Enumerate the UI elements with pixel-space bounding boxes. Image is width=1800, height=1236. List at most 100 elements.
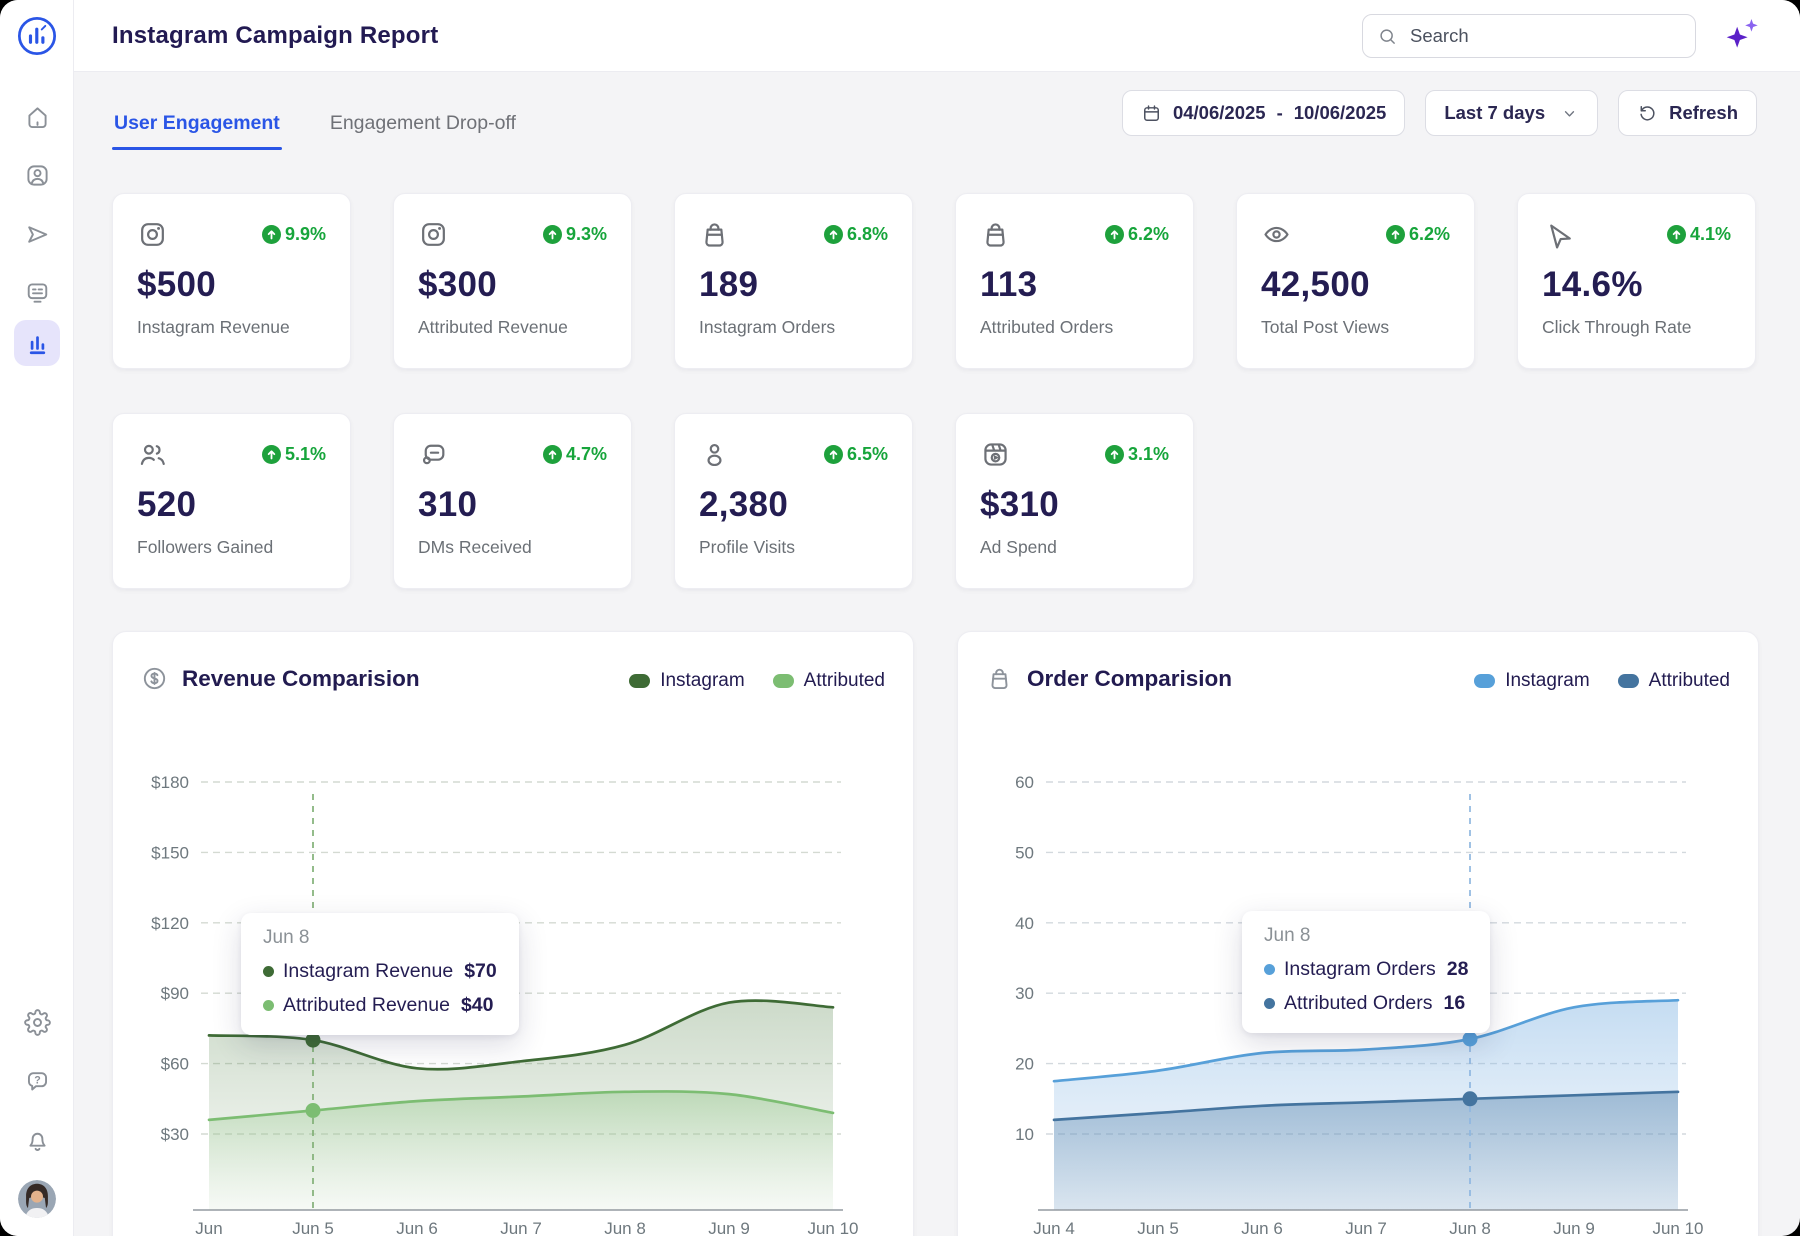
- analytics-logo-icon: [16, 15, 58, 57]
- kpi-card-top: 6.2%: [1261, 219, 1450, 250]
- trend-value: 3.1%: [1127, 444, 1169, 464]
- trend-value: 6.2%: [1127, 224, 1169, 244]
- ai-sparkle-button[interactable]: [1718, 13, 1764, 59]
- sidebar-item-analytics[interactable]: [14, 320, 60, 366]
- trend-up-icon: [1385, 225, 1405, 244]
- trend-value: 6.8%: [846, 224, 888, 244]
- kpi-label: Followers Gained: [137, 537, 274, 557]
- tooltip-label: Instagram Orders: [1284, 958, 1436, 980]
- kpi-value: $500: [137, 265, 217, 304]
- kpi-card-click-through-rate: 4.1% 14.6% Click Through Rate: [1517, 193, 1756, 369]
- user-avatar[interactable]: [18, 1180, 56, 1218]
- date-range-separator: -: [1276, 102, 1283, 123]
- kpi-card-instagram-revenue: 9.9% $500 Instagram Revenue: [112, 193, 351, 369]
- tooltip-series-dot: [1264, 998, 1275, 1009]
- period-select[interactable]: Last 7 days: [1425, 90, 1599, 136]
- chart-title: Revenue Comparision: [182, 665, 420, 691]
- sidebar-item-posts[interactable]: [14, 269, 60, 315]
- date-range-start: 04/06/2025: [1172, 102, 1266, 123]
- trend-value: 6.2%: [1408, 224, 1450, 244]
- svg-text:Jun 6: Jun 6: [1241, 1219, 1283, 1236]
- trend-badge: 4.7%: [542, 444, 607, 465]
- bell-icon: [24, 1127, 51, 1154]
- tooltip-value: 28: [1446, 958, 1469, 980]
- svg-text:20: 20: [1015, 1055, 1034, 1074]
- svg-text:Jun 5: Jun 5: [292, 1219, 334, 1236]
- kpi-label: Attributed Revenue: [418, 317, 568, 337]
- tab-user-engagement[interactable]: User Engagement: [112, 112, 282, 150]
- navigation-icon: [1542, 219, 1573, 250]
- tab-engagement-drop-off[interactable]: Engagement Drop-off: [328, 112, 518, 150]
- svg-text:Jun 9: Jun 9: [708, 1219, 750, 1236]
- app-logo[interactable]: [16, 15, 58, 57]
- eye-icon: [1261, 219, 1292, 250]
- kpi-card-top: 9.9%: [137, 219, 326, 250]
- svg-text:Jun 7: Jun 7: [1345, 1219, 1387, 1236]
- kpi-card-top: 3.1%: [980, 439, 1169, 470]
- trend-value: 6.5%: [846, 444, 888, 464]
- legend-item-attributed[interactable]: Attributed: [1617, 670, 1730, 692]
- sidebar-item-help[interactable]: ?: [14, 1058, 60, 1104]
- legend-item-instagram[interactable]: Instagram: [629, 670, 745, 692]
- chevron-down-icon: [1560, 104, 1579, 123]
- kpi-value: 42,500: [1261, 265, 1370, 304]
- trend-value: 9.3%: [565, 224, 607, 244]
- trend-up-icon: [823, 445, 843, 464]
- kpi-card-top: 4.1%: [1542, 219, 1731, 250]
- tooltip-value: 16: [1443, 992, 1466, 1014]
- trend-value: 5.1%: [284, 444, 326, 464]
- user-square-icon: [24, 162, 51, 189]
- refresh-button[interactable]: Refresh: [1618, 90, 1757, 136]
- sidebar-item-home[interactable]: [14, 94, 60, 140]
- search-input[interactable]: [1408, 24, 1681, 48]
- kpi-card-grid: 9.9% $500 Instagram Revenue 9.3% $300 At…: [112, 193, 1756, 589]
- kpi-card-top: 6.5%: [699, 439, 888, 470]
- svg-text:40: 40: [1015, 914, 1034, 933]
- svg-text:Jun 8: Jun 8: [604, 1219, 646, 1236]
- legend-swatch: [1617, 674, 1639, 688]
- sidebar-item-settings[interactable]: [14, 999, 60, 1045]
- tooltip-row: Attributed Orders 16: [1264, 992, 1468, 1015]
- svg-text:Jun 8: Jun 8: [1449, 1219, 1491, 1236]
- trend-up-icon: [261, 225, 281, 244]
- legend-item-instagram[interactable]: Instagram: [1474, 670, 1590, 692]
- help-icon: ?: [24, 1068, 51, 1095]
- tooltip-label: Instagram Revenue: [283, 960, 454, 982]
- svg-text:Jun 9: Jun 9: [1553, 1219, 1595, 1236]
- chart-tooltip: Jun 8 Instagram Revenue $70 Attributed Reve…: [241, 913, 519, 1035]
- trend-up-icon: [1104, 445, 1124, 464]
- trend-badge: 4.1%: [1666, 224, 1731, 245]
- trend-badge: 3.1%: [1104, 444, 1169, 465]
- kpi-label: Click Through Rate: [1542, 317, 1692, 337]
- svg-text:Jun 5: Jun 5: [1137, 1219, 1179, 1236]
- tooltip-row: Instagram Revenue $70: [263, 960, 497, 983]
- legend-item-attributed[interactable]: Attributed: [772, 670, 885, 692]
- sidebar-item-campaigns[interactable]: [14, 211, 60, 257]
- date-range-end: 10/06/2025: [1293, 102, 1387, 123]
- page-title: Instagram Campaign Report: [112, 21, 439, 49]
- legend-label: Attributed: [803, 670, 885, 691]
- refresh-button-label: Refresh: [1669, 102, 1738, 123]
- send-icon: [24, 221, 51, 248]
- sidebar-item-contacts[interactable]: [14, 152, 60, 198]
- person-icon: [699, 439, 730, 470]
- sidebar-item-notifications[interactable]: [14, 1117, 60, 1163]
- svg-text:10: 10: [1015, 1125, 1034, 1144]
- kpi-label: Ad Spend: [980, 537, 1057, 557]
- chart-bars-icon: [24, 330, 51, 357]
- trend-up-icon: [542, 225, 562, 244]
- tooltip-value: $70: [464, 960, 497, 982]
- kpi-card-top: 6.8%: [699, 219, 888, 250]
- date-range-picker[interactable]: 04/06/2025 - 10/06/2025: [1121, 90, 1406, 136]
- svg-text:$120: $120: [151, 914, 189, 933]
- dollar-circle-icon: [141, 665, 168, 692]
- users-icon: [137, 439, 168, 470]
- legend-swatch: [1474, 674, 1496, 688]
- kpi-value: $310: [980, 485, 1060, 524]
- kpi-label: Instagram Revenue: [137, 317, 290, 337]
- trend-value: 4.1%: [1689, 224, 1731, 244]
- search-box[interactable]: [1362, 14, 1696, 58]
- kpi-card-top: 9.3%: [418, 219, 607, 250]
- svg-text:50: 50: [1015, 843, 1034, 862]
- svg-text:$90: $90: [161, 984, 189, 1003]
